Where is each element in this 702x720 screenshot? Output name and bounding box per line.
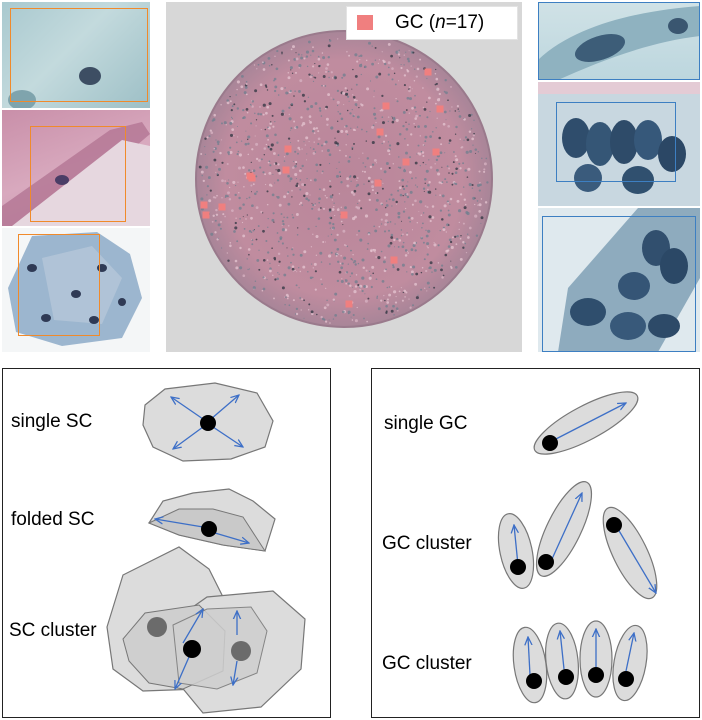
sc-single-frame (10, 8, 148, 102)
gc-marker (340, 211, 348, 219)
sc-image-single (2, 2, 150, 108)
whole-slide-art (195, 30, 493, 328)
sc-schematic-art (106, 382, 306, 714)
gc-marker (345, 300, 353, 308)
gc-marker (432, 148, 440, 156)
gc-marker (382, 102, 390, 110)
single-gc-cell (533, 391, 639, 455)
gc-marker (390, 256, 398, 264)
gc-cluster-divergent (497, 481, 658, 600)
sc-image-cluster (2, 228, 150, 352)
gc-cluster1-nucleus-1 (510, 559, 526, 575)
gc-schematic-box: single GC GC cluster GC cluster (371, 368, 700, 718)
gc-cluster2-nucleus-4 (618, 671, 634, 687)
folded-sc-cell (147, 488, 276, 552)
sc-image-folded-art (2, 122, 150, 226)
gc-cluster1-nucleus-2 (538, 554, 554, 570)
gc-marker (284, 145, 292, 153)
sc-image-folded (2, 110, 150, 226)
sc-image-single-art (8, 67, 101, 108)
gc-cluster2-nucleus-1 (526, 673, 542, 689)
sc-image-cluster-art (8, 232, 142, 346)
label-folded-sc: folded SC (11, 509, 95, 530)
gc-top-frame (538, 2, 700, 80)
gc-marker (374, 179, 382, 187)
gc-marker (218, 203, 226, 211)
sc-cluster-nucleus-gray-2 (231, 641, 251, 661)
gc-cluster2-nucleus-2 (558, 669, 574, 685)
legend-swatch (357, 15, 373, 30)
gc-image-bottom-art (558, 208, 700, 352)
whole-slide-panel: GC (n=17) (166, 2, 522, 352)
gc-image-mid-art (538, 82, 700, 194)
sc-cluster-nucleus-black (183, 640, 201, 658)
gc-marker (376, 128, 384, 136)
gc-marker (282, 166, 290, 174)
gc-cluster1-nucleus-3 (606, 517, 622, 533)
single-sc-nucleus (200, 415, 216, 431)
gc-image-mid (538, 82, 700, 206)
single-sc-cell (142, 382, 274, 462)
gc-markers (200, 68, 444, 308)
gc-image-top (538, 2, 700, 80)
gc-cluster-parallel (512, 620, 648, 704)
gc-marker (436, 105, 444, 113)
gc-marker (424, 68, 432, 76)
sc-folded-frame (30, 126, 126, 222)
gc-schematic-art (497, 391, 658, 704)
gc-image-top-art (538, 6, 700, 80)
label-gc-cluster-1: GC cluster (382, 533, 472, 554)
label-gc-cluster-2: GC cluster (382, 653, 472, 674)
label-single-sc: single SC (11, 411, 93, 432)
gc-bottom-frame (542, 216, 696, 352)
folded-sc-nucleus (201, 521, 217, 537)
gc-cluster2-nucleus-3 (588, 667, 604, 683)
gc-marker (246, 172, 254, 180)
gc-image-bottom (538, 208, 700, 352)
sc-cluster-cells (106, 546, 306, 714)
sc-cluster-nucleus-gray-1 (147, 617, 167, 637)
label-sc-cluster: SC cluster (9, 620, 97, 641)
gc-marker (200, 201, 208, 209)
gc-marker (202, 211, 210, 219)
gc-marker (402, 158, 410, 166)
label-single-gc: single GC (384, 413, 468, 434)
sc-cluster-frame (18, 234, 100, 336)
single-gc-nucleus (542, 435, 558, 451)
legend: GC (n=17) (346, 6, 518, 40)
gc-mid-frame (556, 102, 676, 182)
sc-schematic-box: single SC folded SC SC cluster (2, 368, 331, 718)
legend-label: GC (n=17) (395, 12, 485, 33)
